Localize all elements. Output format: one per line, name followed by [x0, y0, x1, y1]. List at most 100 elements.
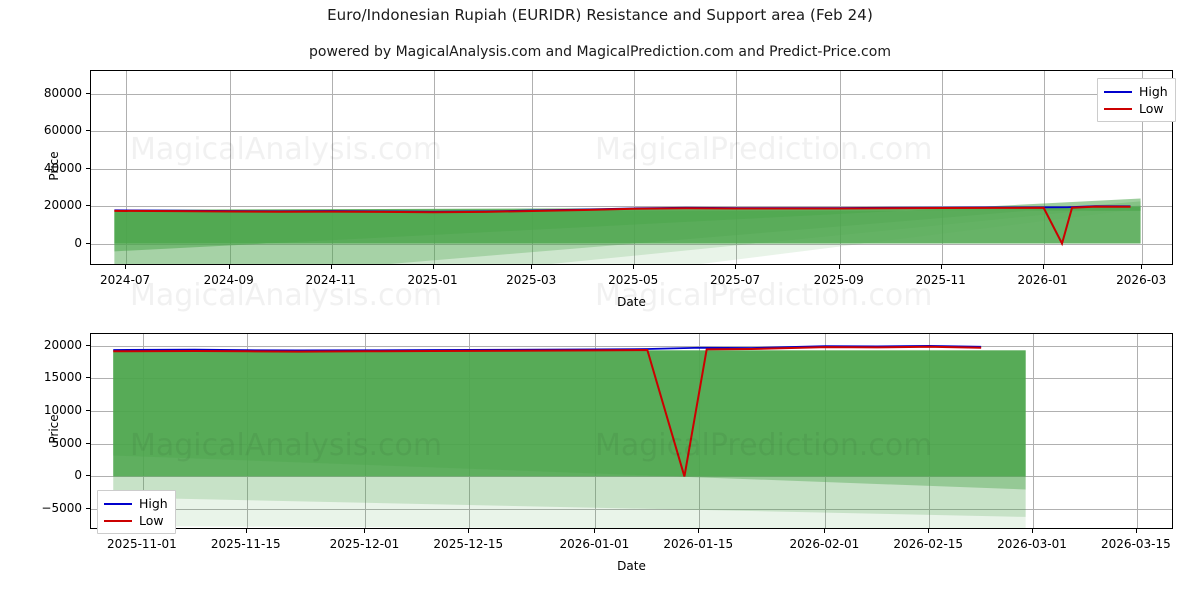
y-tick-label: 60000: [43, 123, 82, 137]
gridline-vertical: [941, 71, 943, 264]
x-tickmark: [698, 529, 700, 533]
gridline-vertical: [1043, 71, 1045, 264]
x-tick-label: 2026-02-01: [789, 537, 860, 551]
x-tick-label: 2025-05: [608, 273, 659, 287]
x-tickmark: [735, 265, 737, 269]
x-tickmark: [531, 265, 533, 269]
legend-label-high: High: [139, 496, 168, 511]
gridline-horizontal: [91, 131, 1172, 132]
x-tickmark: [125, 265, 127, 269]
y-tickmark: [86, 377, 90, 379]
x-tick-label: 2024-11: [305, 273, 356, 287]
series-line-low: [114, 205, 1131, 247]
legend-swatch-high: [104, 502, 132, 505]
y-tick-label: 0: [74, 468, 82, 483]
gridline-vertical: [331, 71, 333, 264]
x-tickmark: [1135, 529, 1137, 533]
gridline-vertical: [229, 71, 231, 264]
overview-plot-area: [91, 71, 1172, 264]
x-tick-label: 2025-11-15: [210, 537, 281, 551]
x-tick-label: 2024-07: [100, 273, 151, 287]
band-solid-support: [114, 206, 1141, 244]
gridline-vertical: [1033, 334, 1035, 528]
series-line-low: [113, 345, 982, 477]
legend-swatch-low: [1104, 107, 1132, 110]
series-and-bands-layer: [114, 198, 1141, 264]
gridline-vertical: [126, 71, 128, 264]
x-tickmark: [1141, 265, 1143, 269]
chart-title: Euro/Indonesian Rupiah (EURIDR) Resistan…: [327, 6, 873, 24]
gridline-vertical: [839, 71, 841, 264]
detail-y-axis-label: Price: [47, 414, 61, 444]
gridline-horizontal: [91, 476, 1172, 478]
x-tick-label: 2026-01-15: [663, 537, 734, 551]
gridline-vertical: [634, 71, 636, 264]
y-tick-label: 80000: [43, 85, 82, 100]
band-core-support: [113, 350, 1026, 477]
y-tickmark: [86, 130, 90, 131]
gridline-horizontal: [91, 243, 1172, 245]
detail-plot-area: [91, 334, 1172, 528]
y-tick-label: 5000: [51, 435, 82, 450]
x-tick-label: 2026-02-15: [893, 537, 964, 551]
y-tickmark: [86, 475, 90, 477]
x-tick-label: 2025-11: [915, 273, 966, 287]
gridline-vertical: [532, 71, 534, 264]
x-tickmark: [928, 529, 930, 533]
x-tickmark: [364, 529, 366, 533]
legend-item-high: High: [104, 495, 168, 512]
x-tick-label: 2025-12-01: [329, 537, 400, 551]
gridline-horizontal: [91, 168, 1172, 170]
x-tickmark: [594, 529, 596, 533]
x-tickmark: [432, 265, 434, 269]
x-tickmark: [940, 265, 942, 269]
x-tick-label: 2025-12-15: [433, 537, 504, 551]
gridline-horizontal: [91, 509, 1172, 511]
y-tickmark: [86, 508, 90, 510]
gridline-vertical: [1136, 334, 1138, 528]
y-tick-label: −5000: [41, 501, 82, 516]
x-tick-label: 2026-03: [1116, 273, 1167, 287]
overview-chart-axes: [90, 70, 1173, 265]
x-tick-label: 2025-11-01: [107, 537, 177, 551]
x-tickmark: [245, 529, 247, 533]
y-tick-label: 0: [74, 235, 82, 250]
x-tick-label: 2025-09: [813, 273, 864, 287]
gridline-horizontal: [91, 93, 1172, 95]
gridline-horizontal: [91, 206, 1172, 207]
legend-item-low: Low: [1104, 100, 1168, 117]
detail-x-axis-label: Date: [617, 559, 646, 573]
y-tick-label: 15000: [43, 370, 82, 385]
legend-item-low: Low: [104, 512, 168, 529]
legend-label-low: Low: [1139, 101, 1164, 116]
x-tickmark: [633, 265, 635, 269]
y-tick-label: 10000: [43, 403, 82, 418]
x-tickmark: [228, 265, 230, 269]
x-tickmark: [824, 529, 826, 533]
detail-chart-axes: [90, 333, 1173, 529]
legend-label-low: Low: [139, 513, 164, 528]
overview-legend: High Low: [1097, 78, 1176, 122]
x-tick-label: 2026-01: [1017, 273, 1068, 287]
y-tickmark: [86, 205, 90, 206]
y-tick-label: 40000: [43, 160, 82, 175]
series-and-bands-layer: [113, 344, 1026, 528]
legend-swatch-high: [1104, 90, 1132, 93]
gridline-vertical: [1142, 71, 1144, 264]
overview-x-axis-label: Date: [617, 295, 646, 309]
y-tickmark: [86, 410, 90, 412]
x-tick-label: 2025-01: [407, 273, 458, 287]
gridline-horizontal: [91, 345, 1172, 347]
x-tick-label: 2024-09: [203, 273, 254, 287]
x-tickmark: [330, 265, 332, 269]
gridline-vertical: [736, 71, 738, 264]
legend-label-high: High: [1139, 84, 1168, 99]
x-tickmark: [838, 265, 840, 269]
x-tickmark: [1042, 265, 1044, 269]
x-tick-label: 2025-07: [710, 273, 761, 287]
y-tickmark: [86, 167, 90, 169]
x-tick-label: 2026-03-15: [1101, 537, 1171, 551]
x-tickmark: [1032, 529, 1034, 533]
legend-swatch-low: [104, 519, 132, 522]
